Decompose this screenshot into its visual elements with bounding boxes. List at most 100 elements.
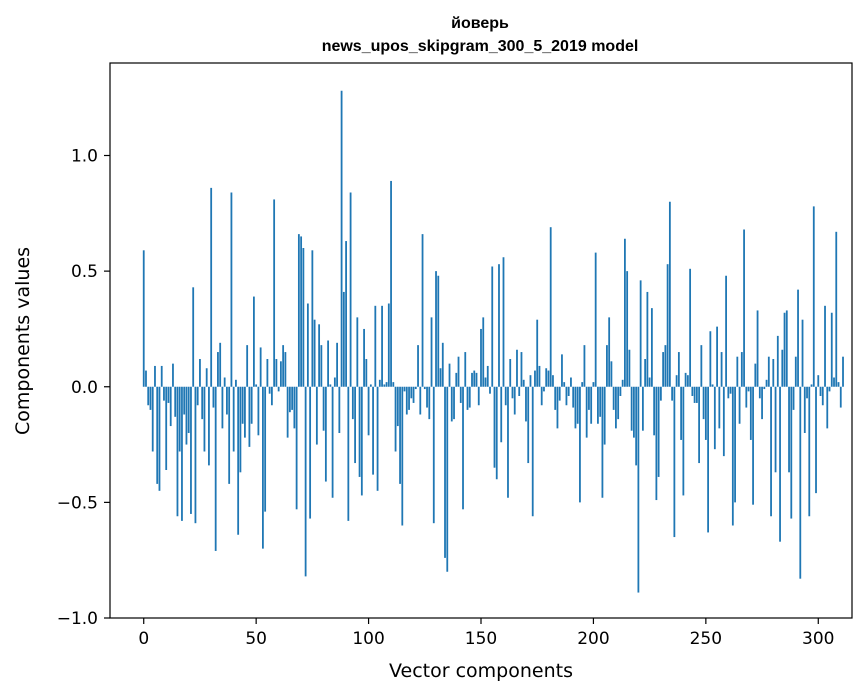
bar-246: [695, 386, 698, 403]
bar-38: [228, 386, 231, 484]
bar-66: [291, 386, 294, 410]
bar-127: [428, 386, 431, 420]
bar-287: [788, 386, 790, 473]
bar-12: [169, 386, 172, 427]
bar-133: [441, 342, 444, 387]
bar-164: [511, 386, 514, 399]
bar-18: [183, 386, 186, 415]
bar-122: [417, 345, 419, 387]
bar-138: [453, 386, 455, 420]
bar-68: [295, 386, 298, 510]
bar-47: [248, 386, 251, 447]
bar-15: [176, 386, 179, 517]
y-tick-label: −1.0: [57, 609, 98, 629]
bar-182: [552, 375, 554, 387]
x-axis-label: Vector components: [389, 660, 573, 682]
bar-167: [518, 386, 521, 396]
bar-160: [502, 257, 505, 387]
bar-147: [473, 370, 476, 387]
bar-74: [309, 386, 312, 519]
bar-214: [624, 238, 626, 387]
bar-34: [219, 342, 222, 387]
bar-43: [239, 386, 242, 473]
bar-14: [174, 386, 177, 417]
bar-245: [693, 386, 696, 403]
bar-303: [824, 305, 826, 387]
bar-59: [275, 359, 278, 387]
bar-226: [650, 308, 653, 387]
bar-172: [529, 375, 532, 387]
bar-250: [704, 386, 707, 440]
bar-272: [754, 363, 757, 387]
y-tick-label: −0.5: [57, 493, 98, 513]
bar-152: [484, 377, 487, 387]
x-tick-label: 100: [352, 629, 384, 649]
bar-62: [282, 345, 285, 387]
bar-242: [686, 375, 689, 387]
bar-280: [772, 359, 775, 387]
bar-23: [194, 386, 197, 524]
bar-73: [306, 303, 309, 387]
bar-107: [383, 384, 386, 387]
bar-259: [725, 275, 727, 387]
bar-146: [471, 372, 473, 387]
bar-51: [257, 386, 260, 436]
bar-299: [815, 386, 817, 494]
bar-117: [405, 386, 408, 415]
bar-179: [545, 368, 548, 387]
bar-305: [828, 386, 831, 392]
bar-79: [320, 345, 323, 387]
bar-294: [803, 386, 806, 433]
bar-178: [543, 386, 545, 392]
bar-53: [262, 386, 264, 549]
x-axis: 0 50 100 150 200 250 300: [138, 618, 834, 649]
bar-115: [401, 386, 404, 526]
bar-220: [637, 386, 640, 593]
bar-86: [336, 342, 338, 387]
bar-67: [293, 386, 296, 429]
bar-25: [199, 359, 201, 387]
bar-273: [756, 310, 759, 387]
bar-series: [142, 90, 844, 593]
bar-165: [513, 386, 516, 415]
bar-201: [594, 252, 597, 387]
bar-120: [412, 386, 415, 403]
bar-263: [734, 386, 736, 503]
bar-300: [817, 375, 820, 387]
bar-93: [351, 386, 354, 420]
bar-283: [779, 386, 781, 542]
bar-257: [720, 352, 723, 387]
bar-295: [806, 386, 808, 399]
bar-69: [297, 234, 300, 387]
bar-163: [509, 359, 512, 387]
bar-278: [767, 356, 770, 387]
bar-132: [439, 368, 442, 387]
bar-27: [203, 386, 206, 452]
bar-282: [776, 335, 779, 387]
bar-99: [365, 359, 368, 387]
bar-113: [396, 386, 399, 427]
bar-39: [230, 192, 233, 387]
bar-189: [567, 386, 570, 396]
bar-284: [781, 349, 784, 387]
bar-20: [187, 386, 190, 433]
bar-61: [279, 361, 282, 387]
bar-134: [444, 386, 446, 558]
bar-31: [212, 386, 215, 408]
bar-139: [455, 372, 458, 387]
bar-256: [718, 386, 721, 429]
bar-218: [633, 386, 635, 438]
bar-7: [158, 386, 161, 491]
bar-141: [459, 386, 462, 403]
bar-64: [286, 386, 289, 438]
bar-171: [527, 386, 530, 464]
bar-109: [387, 303, 390, 387]
bar-13: [172, 363, 174, 387]
bar-40: [232, 386, 235, 452]
bar-170: [525, 386, 527, 422]
bar-50: [255, 384, 258, 387]
bar-104: [376, 386, 379, 491]
bar-161: [504, 386, 507, 406]
bar-112: [394, 386, 397, 452]
bar-270: [749, 386, 752, 440]
